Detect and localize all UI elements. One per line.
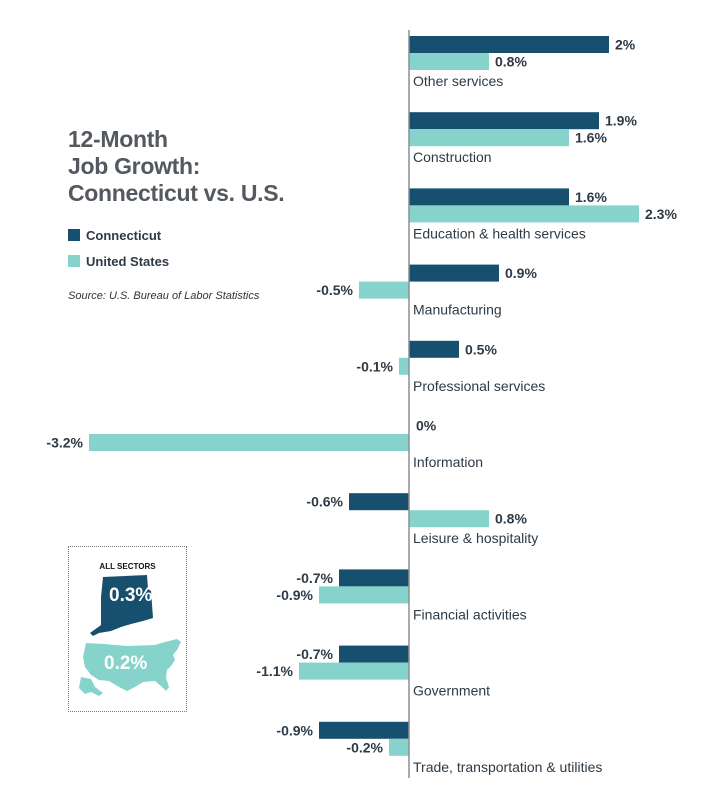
bar-value-label-united-states-8: -1.1% bbox=[256, 663, 293, 679]
legend-item-connecticut: Connecticut bbox=[68, 227, 169, 243]
legend-swatch-connecticut bbox=[68, 229, 80, 241]
bar-connecticut-3 bbox=[409, 264, 499, 282]
bar-value-label-connecticut-3: 0.9% bbox=[505, 265, 537, 281]
bar-united-states-4 bbox=[399, 357, 409, 375]
title-line-3: Connecticut vs. U.S. bbox=[68, 180, 285, 206]
bar-value-label-connecticut-0: 2% bbox=[615, 37, 636, 53]
map-icons bbox=[79, 575, 181, 696]
source-note: Source: U.S. Bureau of Labor Statistics bbox=[68, 290, 260, 302]
bar-united-states-9 bbox=[389, 738, 409, 756]
legend-swatch-united-states bbox=[68, 255, 80, 267]
category-label-0: Other services bbox=[413, 73, 503, 89]
category-label-4: Professional services bbox=[413, 378, 545, 394]
all-sectors-title: ALL SECTORS bbox=[99, 562, 156, 571]
bar-value-label-united-states-3: -0.5% bbox=[316, 282, 353, 298]
bar-united-states-6 bbox=[409, 510, 489, 528]
category-label-8: Government bbox=[413, 683, 490, 699]
bar-value-label-united-states-4: -0.1% bbox=[356, 358, 393, 374]
bar-connecticut-6 bbox=[349, 493, 409, 511]
bar-value-label-united-states-2: 2.3% bbox=[645, 206, 677, 222]
bar-connecticut-2 bbox=[409, 188, 569, 206]
bar-value-label-connecticut-5: 0% bbox=[416, 418, 437, 434]
category-label-2: Education & health services bbox=[413, 225, 586, 241]
legend-item-united-states: United States bbox=[68, 253, 170, 269]
all-sectors-box: ALL SECTORS 0.3% 0.2% bbox=[68, 546, 187, 712]
bar-connecticut-1 bbox=[409, 112, 599, 130]
bar-value-label-connecticut-1: 1.9% bbox=[605, 113, 637, 129]
usa-map-icon bbox=[83, 639, 181, 691]
bar-value-label-connecticut-4: 0.5% bbox=[465, 341, 497, 357]
connecticut-map-icon bbox=[90, 575, 153, 636]
category-label-7: Financial activities bbox=[413, 606, 527, 622]
bar-united-states-0 bbox=[409, 53, 489, 70]
bar-united-states-3 bbox=[359, 281, 409, 299]
bar-value-label-united-states-1: 1.6% bbox=[575, 130, 607, 146]
bar-united-states-1 bbox=[409, 129, 569, 147]
bar-value-label-connecticut-2: 1.6% bbox=[575, 189, 607, 205]
bar-value-label-united-states-6: 0.8% bbox=[495, 511, 527, 527]
bar-value-label-united-states-7: -0.9% bbox=[276, 587, 313, 603]
bar-value-label-connecticut-9: -0.9% bbox=[276, 722, 313, 738]
bar-connecticut-8 bbox=[339, 645, 409, 663]
category-label-9: Trade, transportation & utilities bbox=[413, 759, 602, 775]
legend-label-united-states: United States bbox=[86, 253, 170, 269]
bar-united-states-5 bbox=[89, 434, 409, 451]
legend: Connecticut United States bbox=[68, 228, 169, 280]
bar-value-label-connecticut-7: -0.7% bbox=[296, 570, 333, 586]
category-label-1: Construction bbox=[413, 149, 492, 165]
alaska-map-icon bbox=[79, 677, 103, 696]
title-line-1: 12-Month bbox=[68, 126, 168, 152]
all-sectors-connecticut-value: 0.3% bbox=[109, 585, 153, 606]
bar-united-states-7 bbox=[319, 586, 409, 604]
bar-united-states-2 bbox=[409, 205, 639, 223]
bar-united-states-8 bbox=[299, 662, 409, 680]
category-label-5: Information bbox=[413, 454, 483, 470]
bar-value-label-connecticut-8: -0.7% bbox=[296, 646, 333, 662]
bar-value-label-united-states-9: -0.2% bbox=[346, 739, 383, 755]
legend-label-connecticut: Connecticut bbox=[86, 227, 162, 243]
category-label-3: Manufacturing bbox=[413, 302, 502, 318]
chart-title: 12-Month Job Growth: Connecticut vs. U.S… bbox=[68, 126, 285, 207]
bar-value-label-connecticut-6: -0.6% bbox=[306, 494, 343, 510]
all-sectors-us-value: 0.2% bbox=[104, 653, 148, 674]
bar-connecticut-7 bbox=[339, 569, 409, 587]
bar-connecticut-4 bbox=[409, 340, 459, 358]
bar-connecticut-9 bbox=[319, 721, 409, 739]
bar-value-label-united-states-0: 0.8% bbox=[495, 54, 527, 70]
bar-value-label-united-states-5: -3.2% bbox=[46, 435, 83, 451]
category-label-6: Leisure & hospitality bbox=[413, 530, 538, 546]
bar-connecticut-0 bbox=[409, 36, 609, 53]
title-line-2: Job Growth: bbox=[68, 153, 201, 179]
